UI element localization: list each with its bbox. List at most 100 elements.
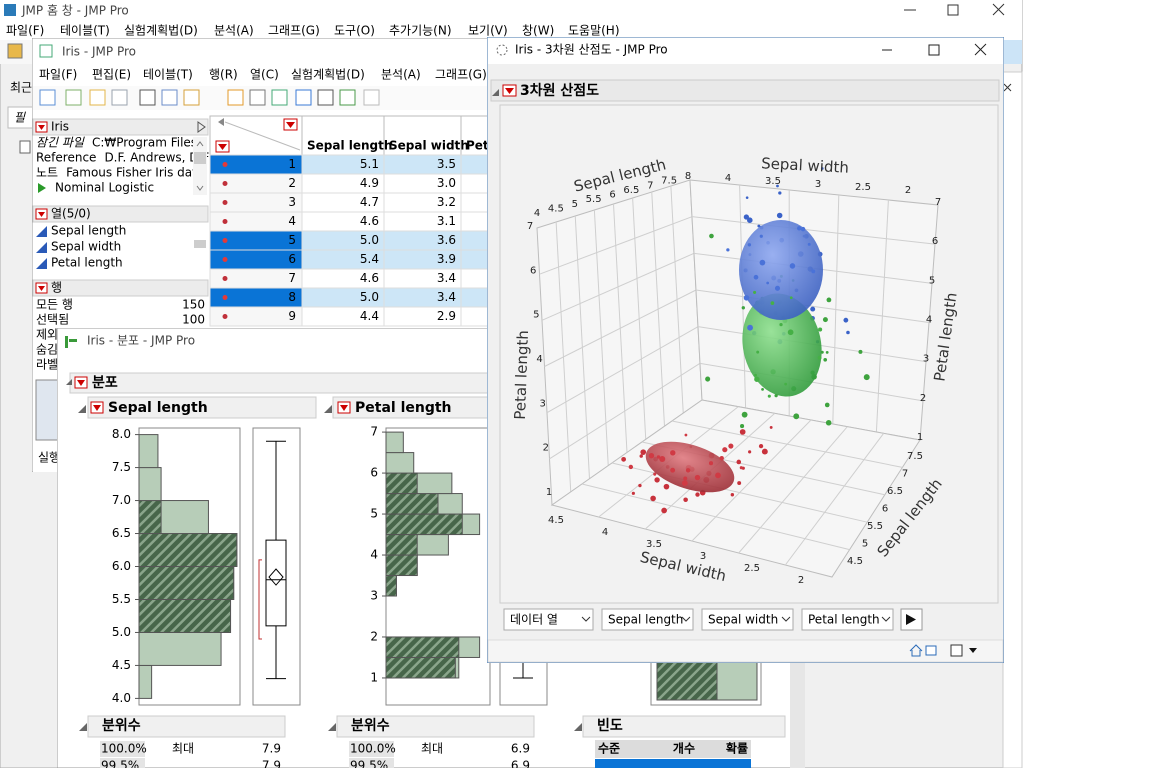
menu-item[interactable]: 도움말(H) (568, 24, 620, 38)
column-header: 수준 (598, 742, 620, 756)
selected-bar (138, 566, 235, 600)
point (708, 461, 714, 466)
toolbar-button[interactable] (295, 89, 312, 106)
axis-tick-label: 4.5 (548, 203, 564, 214)
toolbar-button[interactable] (161, 89, 178, 106)
point (656, 455, 661, 459)
point (747, 243, 752, 247)
quantile-label: 최대 (421, 742, 443, 756)
menu-item[interactable]: 행(R) (209, 67, 238, 82)
toolbar-button[interactable] (339, 89, 356, 106)
menu-item[interactable]: 보기(V) (468, 24, 508, 38)
panel-title: Iris (51, 120, 69, 134)
point (741, 306, 745, 310)
point (826, 297, 832, 303)
dropdown[interactable] (801, 608, 894, 631)
toolbar-button[interactable] (89, 89, 106, 106)
red-triangle (505, 88, 514, 94)
density-ellipsoid (739, 220, 823, 320)
menu-item[interactable]: 그래프(G) (435, 68, 487, 82)
point (638, 483, 642, 488)
wall-grid (549, 362, 701, 460)
cell-value: 3.2 (437, 195, 456, 209)
dropdown[interactable] (701, 608, 794, 631)
menu-item[interactable]: 편집(E) (92, 68, 131, 82)
point (789, 263, 796, 269)
axis-tick-label: 5 (862, 539, 868, 550)
toolbar-button[interactable] (139, 89, 156, 106)
axis-tick-label: 6 (882, 504, 888, 515)
toolbar-button[interactable] (363, 89, 380, 106)
toolbar-button[interactable] (271, 89, 288, 106)
shortest-half (258, 559, 262, 640)
wall-grid (544, 289, 697, 367)
toolbar-button[interactable] (39, 89, 56, 106)
selected-bar (385, 472, 418, 495)
close-button[interactable] (992, 3, 1005, 16)
outline-title: 3차원 산점도 (520, 82, 599, 99)
density-ellipsoid (645, 441, 735, 493)
toolbar-button[interactable] (111, 89, 128, 106)
point (759, 259, 766, 266)
wall-grid (784, 433, 885, 566)
dropdown-arrow[interactable] (969, 648, 977, 653)
menu-item[interactable]: 추가기능(N) (389, 24, 452, 38)
toolbar-button[interactable] (317, 89, 334, 106)
row-marker (222, 219, 228, 224)
menu-item[interactable]: 창(W) (522, 24, 554, 38)
point (789, 296, 793, 300)
row-state-label: 라벨 (36, 358, 58, 372)
menu-item[interactable]: 테이블(T) (143, 68, 193, 82)
table-script[interactable]: Nominal Logistic (55, 181, 154, 195)
menu-item[interactable]: 테이블(T) (60, 24, 110, 38)
status-text: 실행 (38, 450, 60, 465)
pane-close[interactable] (1003, 83, 1012, 92)
point (757, 224, 761, 228)
scroll-down[interactable] (196, 185, 204, 191)
outline-header (336, 715, 535, 738)
column-name[interactable]: Petal length (51, 256, 123, 270)
menu-item[interactable]: 분석(A) (214, 24, 254, 38)
toolbar-button[interactable] (65, 89, 82, 106)
table-icon[interactable] (925, 645, 937, 656)
home-icon[interactable] (909, 644, 923, 657)
menu-item[interactable]: 그래프(G) (268, 24, 320, 38)
side-tab[interactable]: 최근 (10, 81, 32, 95)
point (684, 433, 688, 437)
column-name[interactable]: Sepal length (51, 224, 126, 238)
point (631, 491, 635, 495)
close-button[interactable] (974, 43, 987, 56)
menu-item[interactable]: 분석(A) (381, 68, 421, 82)
dropdown[interactable] (503, 608, 594, 631)
restore-button[interactable] (947, 4, 959, 16)
column-header[interactable]: Sepal length (307, 139, 392, 153)
menu-bar: 파일(F) 테이블(T) 실험계획법(D) 분석(A) 그래프(G) 도구(O) 추가기능(… (6, 24, 620, 38)
point (722, 447, 728, 453)
column-name[interactable]: Sepal width (51, 240, 121, 254)
point (770, 301, 775, 305)
outline-header (582, 715, 786, 738)
toolbar-button[interactable] (249, 89, 266, 106)
row-state-label: 제외 (36, 328, 58, 342)
checkbox[interactable] (950, 644, 963, 657)
column-header[interactable]: Sepal width (389, 139, 469, 153)
scatter3d-icon (496, 44, 508, 56)
dropdown[interactable] (601, 608, 694, 631)
menu-item[interactable]: 도구(O) (334, 24, 375, 38)
toolbar-button[interactable] (227, 89, 244, 106)
expand-arrow[interactable] (197, 121, 206, 133)
maximize-button[interactable] (928, 44, 940, 56)
menu-item[interactable]: 파일(F) (39, 68, 77, 82)
corner-divider (224, 121, 301, 151)
selected-bar (385, 493, 439, 515)
cell-value: 5.4 (360, 252, 379, 266)
freq-header-row (595, 740, 751, 758)
menu-item[interactable]: 실험계획법(D) (291, 68, 365, 82)
menu-item[interactable]: 열(C) (250, 68, 279, 82)
menu-item[interactable]: 실험계획법(D) (124, 24, 198, 38)
scroll-up[interactable] (196, 141, 204, 147)
toolbar-button[interactable] (183, 89, 200, 106)
dropdown-arrow (581, 616, 591, 622)
red-triangle (38, 212, 45, 217)
menu-item[interactable]: 파일(F) (6, 24, 44, 38)
